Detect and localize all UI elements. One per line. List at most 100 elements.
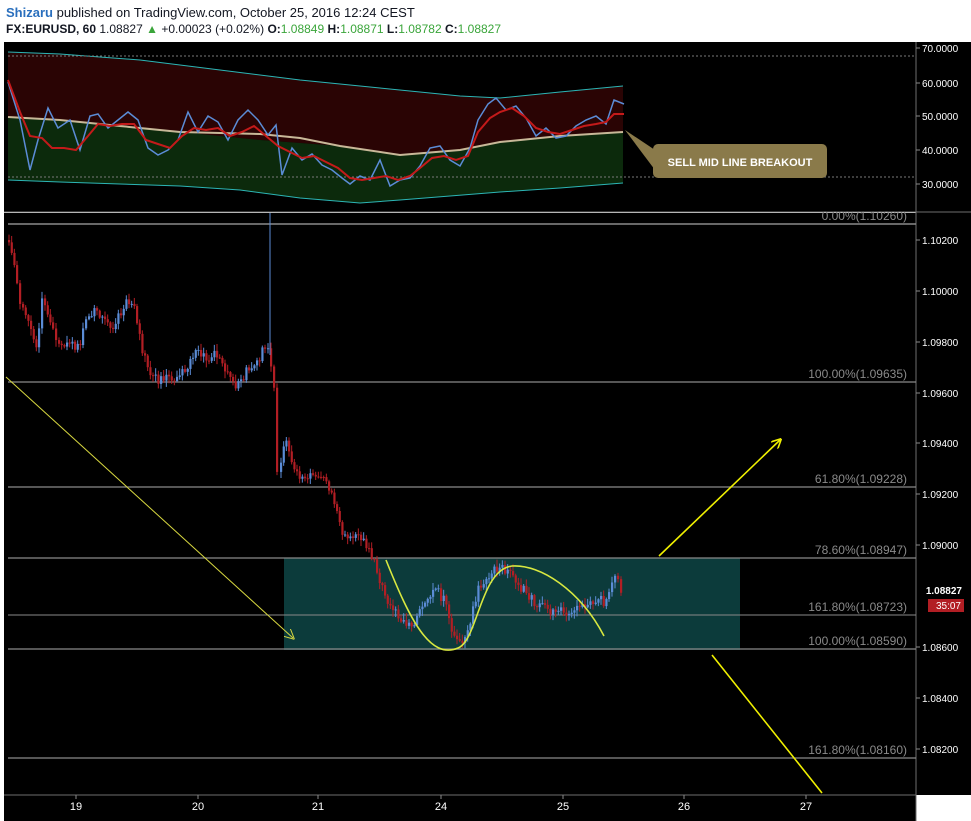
candle-body [458,639,461,641]
candle-body [181,369,184,376]
candle-body [456,635,459,640]
candle-body [520,584,523,592]
candle-body [617,575,620,580]
candle-body [432,589,435,597]
candle-body [389,603,392,606]
candle-body [30,320,33,330]
fib-label: 100.00%(1.09635) [808,367,907,381]
candle-body [98,310,101,318]
candle-body [536,606,539,608]
candle-body [312,473,315,475]
chart-canvas[interactable]: SELL MID LINE BREAKOUT 70.0000 60.0000 50.… [4,42,971,821]
candle-body [560,607,563,611]
candle-body [442,595,445,602]
candle-body [578,605,581,607]
candle-body [237,381,240,389]
candle-body [514,575,517,583]
time-axis-label: 21 [312,801,324,813]
time-axis-pane[interactable] [4,795,916,821]
candle-body [250,368,253,371]
candle-body [485,578,488,585]
publish-header: Shizaru published on TradingView.com, Oc… [0,0,971,42]
candle-body [589,601,592,605]
candle-body [93,308,96,317]
price-pane[interactable] [4,213,916,795]
candle-body [197,349,200,351]
candle-body [170,376,173,381]
candle-body [288,440,291,452]
candle-body [52,322,55,329]
candle-body [109,322,112,328]
oscillator-fast-line [7,81,625,188]
candle-body [378,572,381,584]
author-link[interactable]: Shizaru [6,5,53,20]
candle-body [136,306,139,324]
candle-body [218,357,221,359]
oscillator-axis: 70.0000 60.0000 50.0000 40.0000 30.0000 [916,44,959,191]
candle-body [544,603,547,605]
candle-body [362,538,365,541]
candle-body [530,595,533,600]
candle-body [429,596,432,599]
fib-label: 100.00%(1.08590) [808,634,907,648]
candle-body [208,360,211,362]
candle-body [352,536,355,538]
candle-body [130,303,133,305]
candle-body [157,374,160,384]
candle-body [189,358,192,369]
candle-body [338,511,341,523]
candle-body [178,375,181,377]
candle-body [496,566,499,572]
candle-body [373,559,376,561]
candle-body [557,610,560,612]
candle-body [546,604,549,609]
candle-body [418,609,421,616]
candle-body [114,323,117,330]
price-axis-label: 1.09400 [922,439,959,450]
candle-body [522,585,525,592]
candle-body [517,582,520,585]
candle-body [46,305,49,315]
candle-body [144,353,147,356]
candle-body [392,605,395,611]
candle-body [282,446,285,463]
candle-body [498,567,501,572]
candle-body [472,606,475,624]
candle-body [117,313,120,324]
candle-body [210,357,213,361]
candle-body [344,534,347,536]
candle-body [186,368,189,372]
candle-body [232,376,235,382]
oscillator-slow-line [7,79,624,182]
high-value: 1.08871 [340,22,384,36]
candle-body [512,571,515,576]
candle-body [384,585,387,596]
time-axis-label: 20 [192,801,204,813]
candle-body [333,492,336,505]
price-axis-label: 1.10200 [922,236,959,247]
candle-body [410,622,413,627]
candle-body [253,365,256,369]
trend-arrow [5,376,293,638]
price-axis-label: 1.08600 [922,643,959,654]
candle-body [79,343,82,346]
candle-body [360,534,363,541]
candle-body [128,299,131,305]
candle-body [357,534,360,536]
time-axis-label: 26 [678,801,690,813]
candle-body [133,303,136,307]
candle-body [620,579,623,593]
candle-body [592,601,595,604]
candle-body [426,598,429,603]
candle-body [597,599,600,603]
candle-body [325,477,328,482]
candle-body [68,342,71,344]
price-axis-label: 1.09600 [922,389,959,400]
price-axis-pane[interactable] [916,42,971,795]
candle-body [482,584,485,588]
candle-body [35,339,38,348]
candle-body [322,477,325,479]
fib-label: 61.80%(1.09228) [815,472,907,486]
candle-body [576,605,579,611]
pattern-curve [385,559,605,651]
